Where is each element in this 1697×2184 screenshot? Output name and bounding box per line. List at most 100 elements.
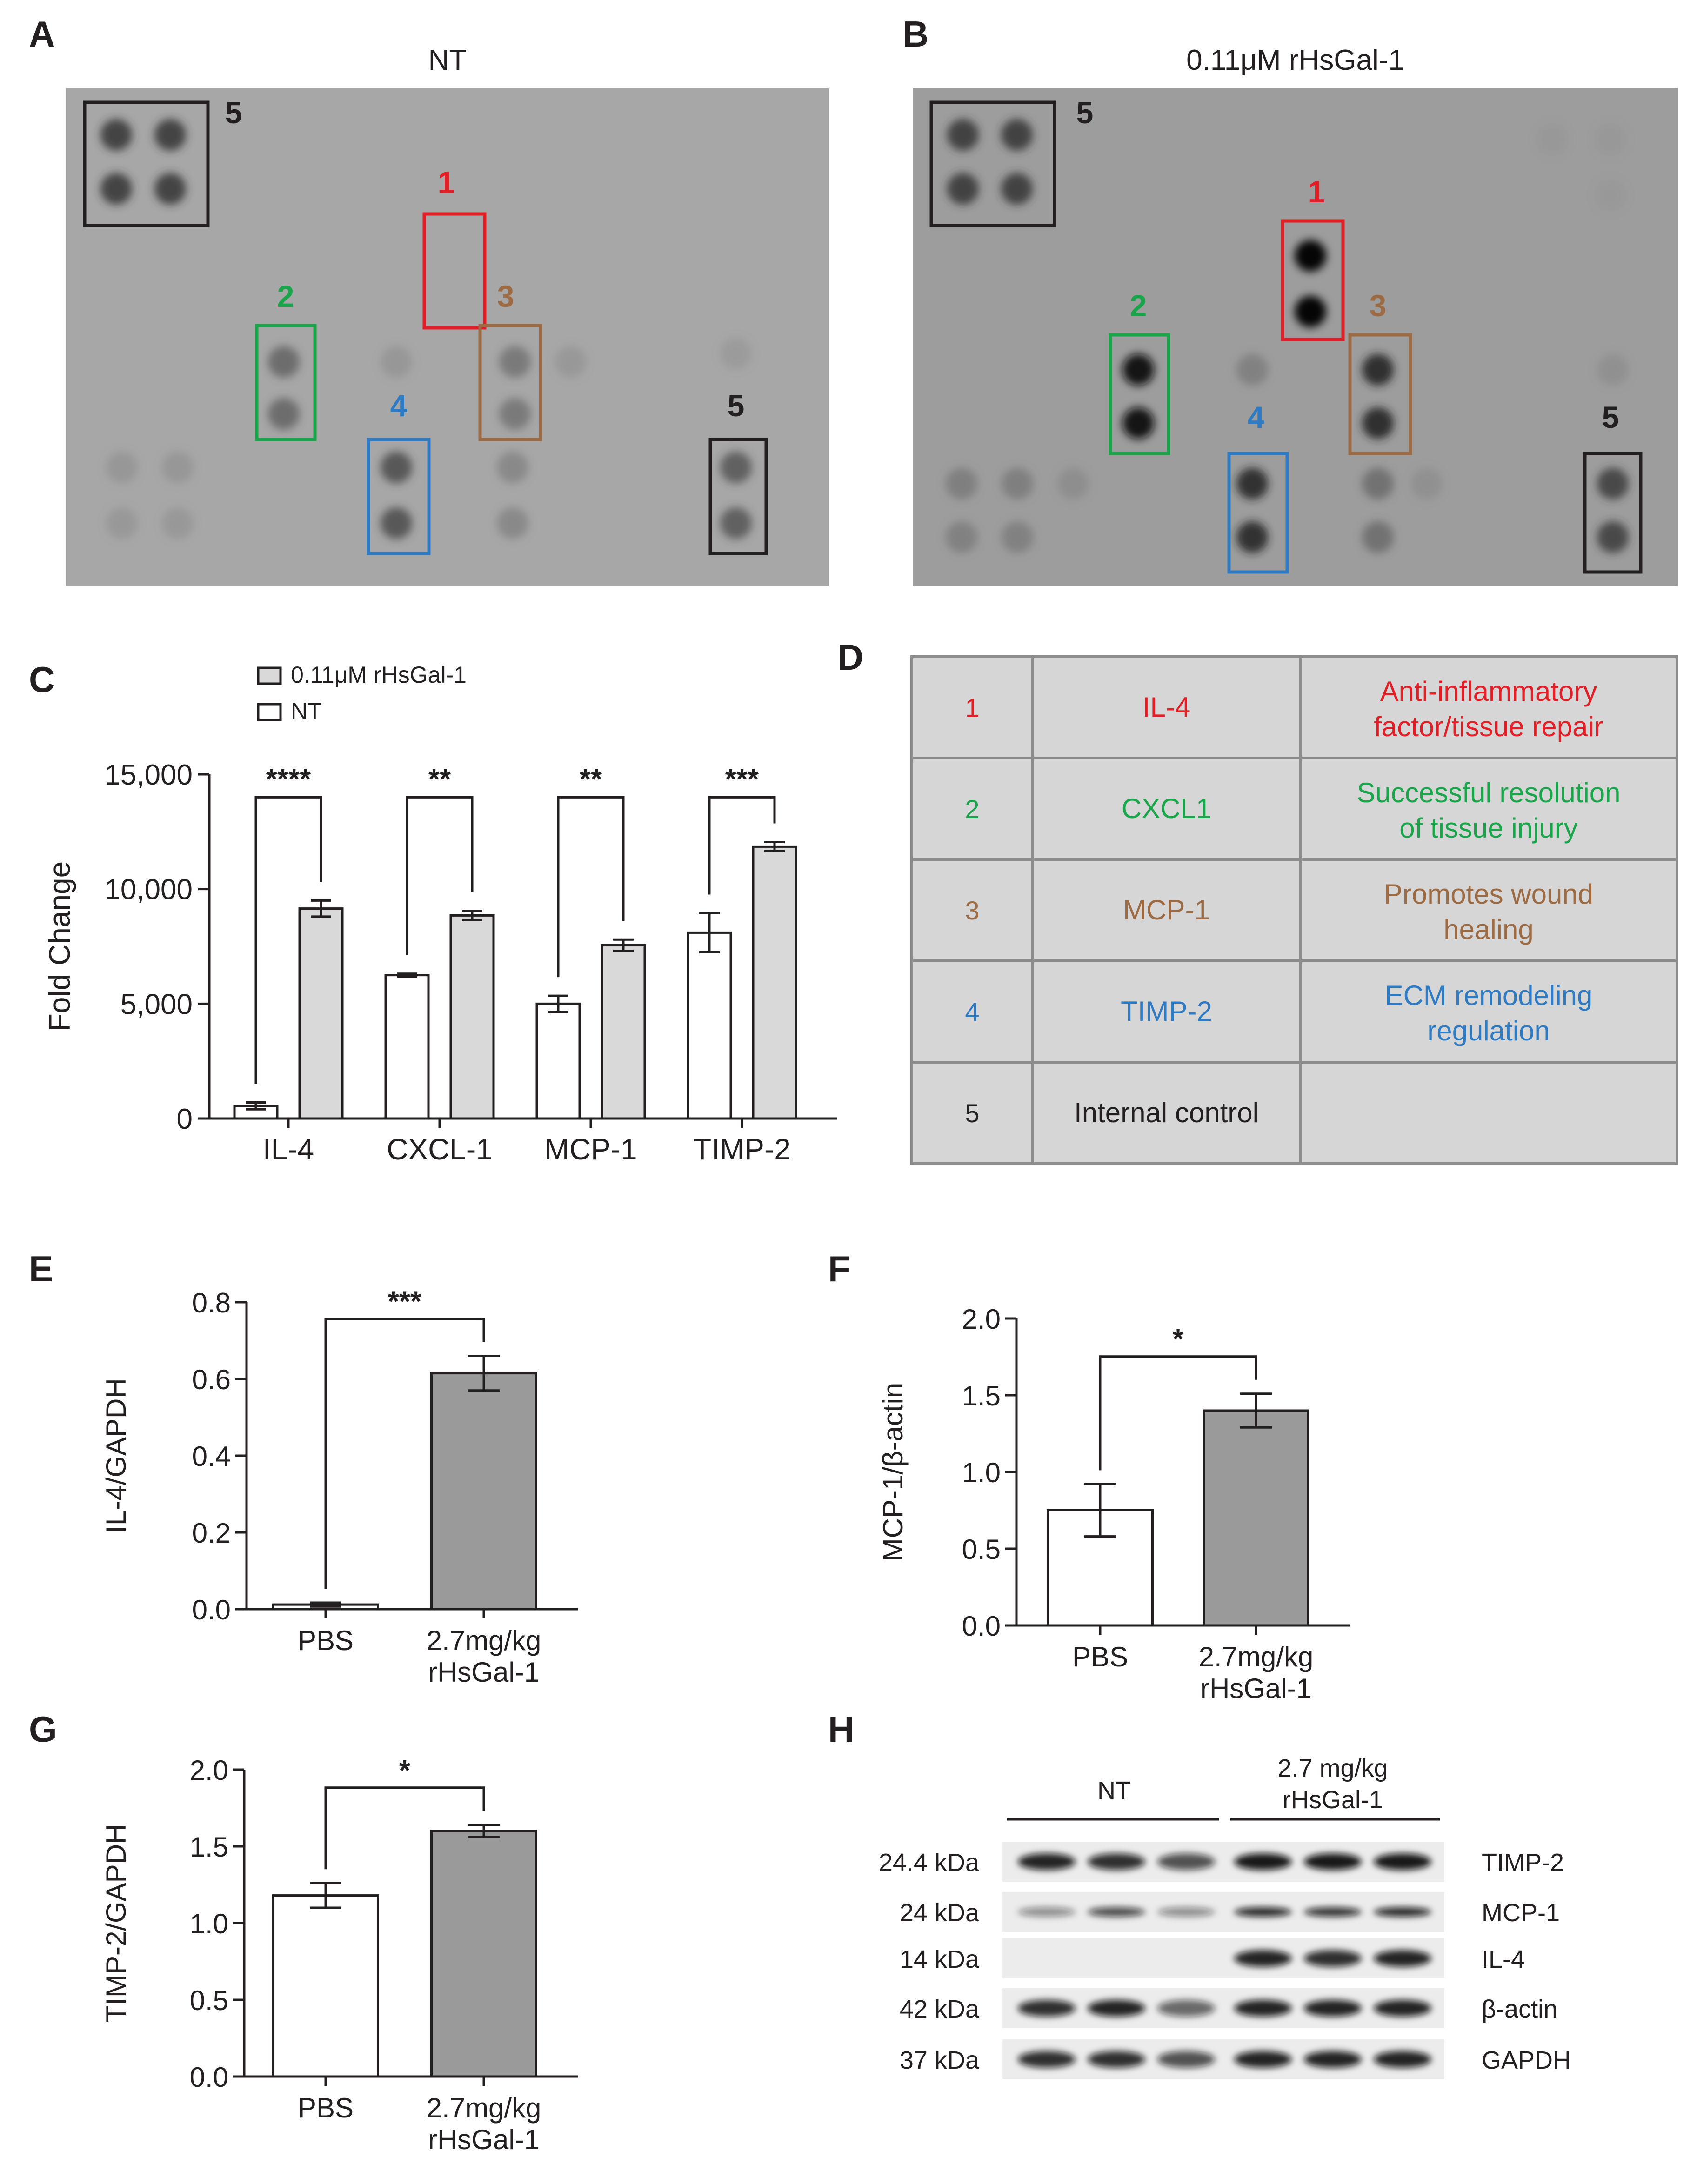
panel-letter-E: E (29, 1248, 53, 1289)
significance-bracket (406, 796, 474, 955)
blot-strip (1002, 1988, 1444, 2028)
blot-band (1088, 1907, 1145, 1917)
table-cell-number: 1 (965, 693, 979, 722)
blot-band (1304, 2051, 1362, 2068)
kda-label: 14 kDa (900, 1945, 980, 1973)
blot-band (1234, 2051, 1292, 2068)
blot-band (1234, 1853, 1292, 1870)
membrane-background (913, 88, 1678, 586)
blot-dot (106, 452, 138, 483)
blot-dot (154, 119, 186, 151)
panel-letter-C: C (29, 659, 55, 700)
table-cell-role: Anti-inflammatory (1380, 676, 1597, 707)
panel-letter-B: B (902, 13, 929, 54)
panel-letter-D: D (837, 637, 863, 678)
box-1 (422, 212, 487, 330)
blot-dot (497, 507, 528, 539)
blot-row: 42 kDa β-actin (900, 1988, 1557, 2028)
blot-dot (720, 338, 752, 369)
blot-dot (499, 346, 531, 378)
table-cell-role: ECM remodeling (1385, 980, 1593, 1011)
box-5 (83, 100, 210, 227)
blot-band (1157, 2000, 1215, 2017)
blot-row: 37 kDa GAPDH (900, 2039, 1571, 2079)
legend-label: 0.11μM rHsGal-1 (291, 662, 467, 688)
blot-dot (1002, 521, 1033, 553)
blot-dot (154, 173, 186, 205)
blot-dot (1001, 119, 1033, 151)
y-tick-label: 0.5 (962, 1534, 1001, 1565)
y-tick-label: 1.5 (190, 1831, 228, 1863)
x-tick-label: 2.7mg/kg (1199, 1641, 1314, 1672)
blot-dot (497, 452, 528, 483)
blot-dot (1362, 407, 1394, 439)
blot-dot (1595, 180, 1626, 211)
blot-band (1157, 1907, 1215, 1917)
blot-dot (100, 119, 132, 151)
protein-label: TIMP-2 (1482, 1849, 1564, 1877)
blot-dot (1597, 354, 1629, 386)
protein-label: IL-4 (1482, 1945, 1525, 1973)
y-tick-label: 0.0 (190, 2062, 228, 2093)
significance-bracket (708, 796, 776, 895)
blot-dot (1597, 468, 1629, 499)
group-label-nt: NT (1097, 1777, 1131, 1804)
blot-dot (1295, 296, 1326, 327)
table-cell-number: 4 (965, 997, 979, 1026)
box-5 (929, 100, 1056, 227)
box-label: 3 (1370, 288, 1387, 323)
blot-dot (1122, 354, 1154, 386)
blot-band (1374, 1950, 1431, 1967)
box-label: 5 (728, 388, 745, 423)
table-cell-name: MCP-1 (1123, 894, 1210, 926)
blot-strip (1002, 1892, 1444, 1932)
legend-swatch (257, 666, 282, 685)
blot-strip (1002, 2039, 1444, 2079)
kda-label: 24 kDa (900, 1899, 980, 1927)
x-tick-label: PBS (1072, 1641, 1128, 1672)
chart-panel-G: 0.0 0.5 1.0 1.5 2.0 TIMP-2/GAPDH PBS 2.7mg/kgrH… (100, 1755, 578, 2155)
blot-band (1374, 2000, 1431, 2017)
table-cell-name: CXCL1 (1122, 793, 1211, 824)
blot-dot (162, 507, 194, 539)
y-tick-label: 0.4 (192, 1441, 231, 1472)
y-tick-label: 0 (177, 1103, 193, 1135)
x-tick-label: IL-4 (263, 1132, 314, 1166)
y-tick-label: 0.8 (192, 1287, 231, 1318)
table-cell-number: 2 (965, 794, 979, 824)
y-tick-label: 15,000 (104, 759, 193, 791)
significance-stars: ** (428, 763, 451, 795)
blot-dot (499, 398, 531, 430)
x-tick-label: 2.7mg/kg (427, 2092, 541, 2124)
table-row: 4 TIMP-2 ECM remodeling regulation (965, 980, 1592, 1046)
significance-bracket (324, 1786, 485, 1870)
blot-band (1234, 1950, 1292, 1967)
table-row: 1 IL-4 Anti-inflammatory factor/tissue repa… (965, 676, 1603, 742)
legend-swatch (257, 703, 282, 721)
chart-panel-C: 0.11μM rHsGal-1 NT 0 5,000 10,000 15,000 Fold … (43, 662, 837, 1166)
box-3 (478, 324, 542, 441)
y-tick-label: 0.0 (962, 1611, 1001, 1642)
membrane-panel-B: 0.11μM rHsGal-1 5 1 2 3 4 5 (913, 44, 1678, 586)
blot-band (1157, 2051, 1215, 2068)
bar-0.11μM rHsGal-1 (601, 944, 646, 1120)
blot-dot (1236, 521, 1268, 553)
blot-dot (555, 346, 587, 378)
significance-stars: ** (580, 763, 602, 795)
membrane-panel-A: NT 5 1 2 3 4 5 (66, 44, 829, 586)
blot-dot (1362, 354, 1394, 386)
y-tick-label: 10,000 (104, 874, 193, 906)
blot-dot (1236, 468, 1268, 499)
blot-dot (381, 507, 412, 539)
bar-NT (384, 974, 430, 1120)
box-label: 4 (390, 388, 408, 423)
y-tick-label: 0.2 (192, 1518, 231, 1549)
table-cell-number: 3 (965, 896, 979, 925)
kda-label: 37 kDa (900, 2046, 980, 2074)
blot-dot (1057, 468, 1089, 499)
blot-dot (1295, 240, 1326, 272)
significance-bracket (557, 796, 625, 978)
protein-label: MCP-1 (1482, 1899, 1560, 1927)
table-cell-name: Internal control (1074, 1097, 1259, 1128)
blot-dot (720, 507, 752, 539)
